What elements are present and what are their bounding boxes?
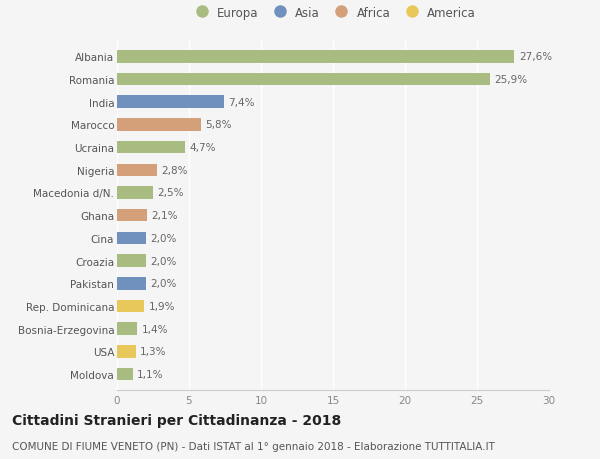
Bar	[117, 96, 224, 109]
Legend: Europa, Asia, Africa, America: Europa, Asia, Africa, America	[185, 2, 481, 24]
Text: 2,0%: 2,0%	[150, 256, 176, 266]
Bar	[117, 119, 200, 131]
Bar	[117, 51, 514, 63]
Text: 2,0%: 2,0%	[150, 279, 176, 289]
Text: 1,3%: 1,3%	[140, 347, 167, 357]
Bar	[117, 277, 146, 290]
Bar	[117, 164, 157, 177]
Bar	[117, 141, 185, 154]
Text: 2,1%: 2,1%	[152, 211, 178, 221]
Text: 25,9%: 25,9%	[494, 75, 527, 85]
Bar	[117, 209, 147, 222]
Bar	[117, 255, 146, 267]
Text: 4,7%: 4,7%	[189, 143, 215, 153]
Bar	[117, 346, 136, 358]
Text: 2,5%: 2,5%	[157, 188, 184, 198]
Text: 1,1%: 1,1%	[137, 369, 164, 379]
Text: 5,8%: 5,8%	[205, 120, 232, 130]
Bar	[117, 323, 137, 335]
Text: COMUNE DI FIUME VENETO (PN) - Dati ISTAT al 1° gennaio 2018 - Elaborazione TUTTI: COMUNE DI FIUME VENETO (PN) - Dati ISTAT…	[12, 441, 495, 451]
Text: Cittadini Stranieri per Cittadinanza - 2018: Cittadini Stranieri per Cittadinanza - 2…	[12, 413, 341, 427]
Bar	[117, 187, 153, 199]
Text: 1,4%: 1,4%	[142, 324, 168, 334]
Text: 1,9%: 1,9%	[149, 302, 175, 311]
Bar	[117, 368, 133, 381]
Bar	[117, 232, 146, 245]
Text: 2,8%: 2,8%	[161, 165, 188, 175]
Bar	[117, 300, 145, 313]
Text: 27,6%: 27,6%	[519, 52, 552, 62]
Text: 2,0%: 2,0%	[150, 233, 176, 243]
Text: 7,4%: 7,4%	[228, 97, 254, 107]
Bar	[117, 73, 490, 86]
